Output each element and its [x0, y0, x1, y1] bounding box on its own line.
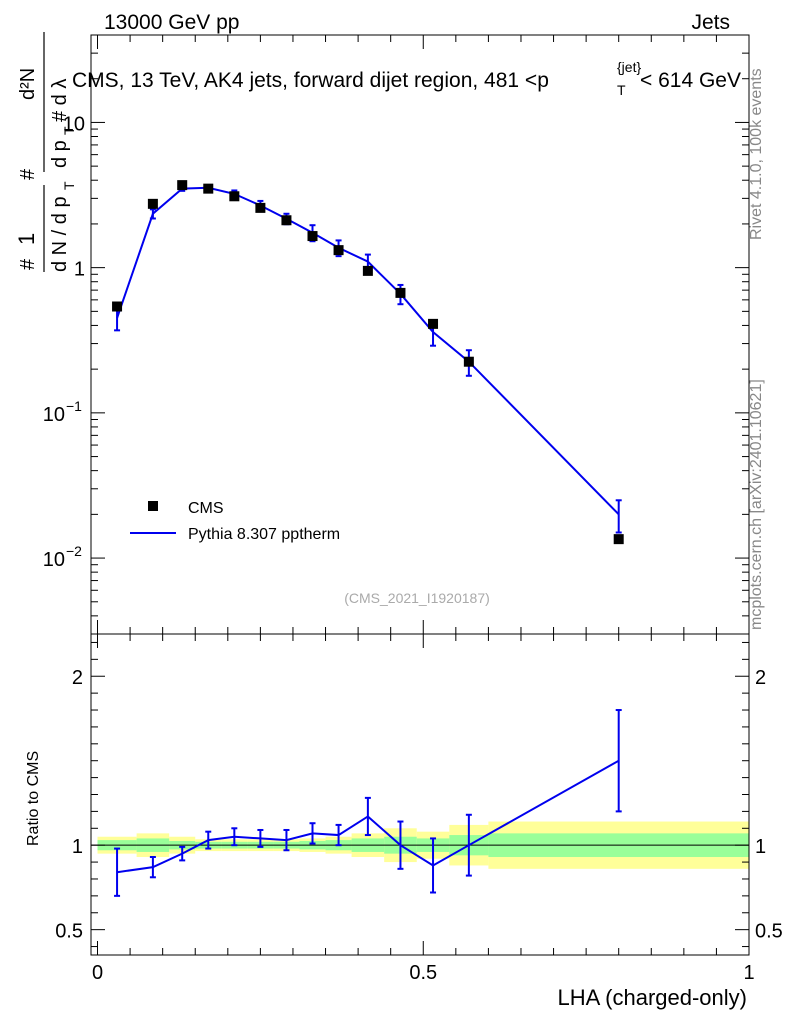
plot-title-superscript: {jet}: [617, 59, 641, 75]
data-point-6: [281, 215, 292, 226]
data-point-11: [428, 318, 439, 329]
mc-line-ratio: [116, 759, 620, 874]
main-y-tick-label-2: 1: [74, 259, 85, 281]
legend: CMS Pythia 8.307 pptherm: [130, 500, 340, 543]
svg-text:1: 1: [14, 233, 39, 245]
plot-title-tail: < 614 GeV: [640, 69, 741, 92]
ratio-y-tick-label-1: 1: [72, 836, 83, 858]
data-point-4: [229, 191, 240, 202]
main-y-tick-label-0: 10: [43, 549, 65, 571]
legend-mc-label: Pythia 8.307 pptherm: [188, 526, 340, 543]
svg-text:T: T: [61, 126, 77, 135]
svg-text:d²N: d²N: [17, 68, 39, 100]
svg-text:T: T: [61, 181, 77, 190]
x-tick-label-0: 0: [92, 962, 103, 984]
svg-text:#: #: [17, 168, 39, 180]
rivet-label: Rivet 4.1.0, 100k events: [748, 68, 765, 240]
plot-title-main: CMS, 13 TeV, AK4 jets, forward dijet reg…: [72, 69, 549, 92]
ratio-y-tick-label-right-1: 1: [755, 836, 766, 858]
header-right: Jets: [691, 11, 730, 34]
main-y-tick-label-3: 10: [63, 113, 85, 135]
ratio-y-tick-label-right-0: 0.5: [755, 921, 783, 943]
data-point-0: [112, 301, 123, 312]
mc-series-main: [114, 184, 622, 534]
ratio-panel-frame: [90, 633, 750, 956]
data-point-1: [147, 198, 158, 209]
plot-title-subscript: T: [617, 82, 626, 98]
data-point-12: [463, 356, 474, 367]
svg-text:#: #: [17, 258, 39, 270]
x-tick-label-1: 0.5: [409, 962, 437, 984]
ratio-y-tick-label-2: 2: [72, 667, 83, 689]
svg-text:d p: d p: [49, 140, 71, 168]
y-axis-label-main: # 1 d N / d p T # d p T # d λ d²N: [14, 32, 77, 272]
ratio-y-tick-label-right-2: 2: [755, 667, 766, 689]
data-point-5: [255, 202, 266, 213]
legend-data-marker: [148, 501, 158, 511]
mc-series-ratio: [114, 709, 622, 897]
data-point-13: [613, 534, 624, 545]
main-y-tick-label-exp-1: −1: [66, 398, 82, 414]
data-point-10: [395, 287, 406, 298]
data-series-main: [112, 180, 624, 545]
main-panel-frame: [90, 34, 750, 635]
y-axis-label-ratio: Ratio to CMS: [25, 751, 42, 846]
x-tick-label-2: 1: [743, 962, 754, 984]
main-y-tick-label-exp-0: −2: [66, 543, 82, 559]
x-axis-label: LHA (charged-only): [557, 985, 747, 1010]
data-point-2: [177, 180, 188, 191]
svg-text:d N / d p: d N / d p: [49, 196, 71, 272]
ratio-panel-axes: 0 0.5 10.5 0.51 12 2: [55, 633, 783, 984]
data-point-3: [203, 183, 214, 194]
plot-title: CMS, 13 TeV, AK4 jets, forward dijet reg…: [72, 59, 741, 98]
data-point-8: [333, 245, 344, 256]
analysis-id-label: (CMS_2021_I1920187): [344, 590, 490, 606]
data-point-9: [362, 265, 373, 276]
svg-text:# d λ: # d λ: [49, 79, 71, 122]
legend-data-label: CMS: [188, 500, 224, 517]
main-y-tick-label-1: 10: [43, 404, 65, 426]
mc-line-main: [116, 186, 620, 516]
ratio-y-tick-label-0: 0.5: [55, 921, 83, 943]
data-point-7: [307, 231, 318, 242]
mcplots-label: mcplots.cern.ch [arXiv:2401.10621]: [748, 379, 765, 630]
header-left: 13000 GeV pp: [104, 11, 239, 34]
